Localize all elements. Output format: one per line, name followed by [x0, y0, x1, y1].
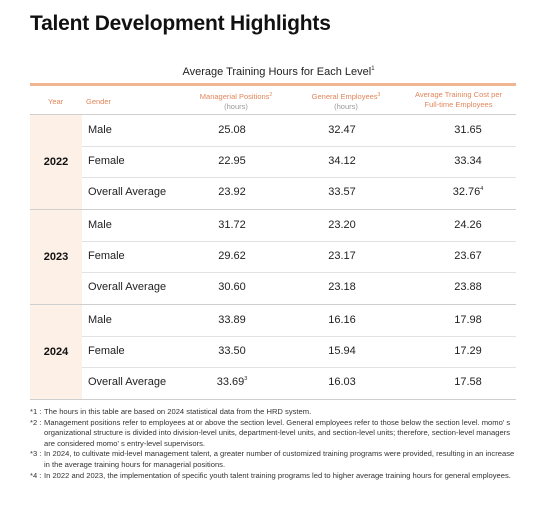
year-group-2022: 2022 Male 25.08 32.47 31.65 Female 22.95… — [30, 115, 516, 210]
footnote-text: Management positions refer to employees … — [44, 417, 511, 448]
general-cell: 32.47 — [328, 124, 356, 136]
cost-cell: 32.764 — [452, 186, 484, 198]
table-row: Male 31.72 23.20 24.26 — [82, 210, 516, 242]
footnotes: *1 : The hours in this table are based on… — [30, 407, 522, 481]
table-row: Overall Average 33.693 16.03 17.58 — [82, 367, 516, 398]
gender-cell: Overall Average — [88, 186, 167, 198]
managerial-cell: 33.50 — [218, 345, 246, 357]
managerial-cell: 33.693 — [216, 376, 248, 388]
managerial-cell: 31.72 — [218, 219, 246, 231]
year-cell: 2024 — [30, 305, 82, 399]
header-general: General Employees3 (hours) — [296, 90, 396, 112]
managerial-cell: 30.60 — [218, 281, 246, 293]
header-managerial-unit: (hours) — [224, 102, 248, 111]
footnote: *1 : The hours in this table are based on… — [30, 407, 522, 418]
table-row: Male 33.89 16.16 17.98 — [82, 305, 516, 337]
gender-cell: Male — [88, 314, 112, 326]
header-cost-line2: Full-time Employees — [424, 100, 493, 109]
table-header: Year Gender Managerial Positions2 (hours… — [30, 86, 516, 115]
footnote-text: In 2024, to cultivate mid-level manageme… — [44, 449, 515, 469]
footnote-text: The hours in this table are based on 202… — [44, 407, 312, 416]
table-row: Male 25.08 32.47 31.65 — [82, 115, 516, 147]
gender-cell: Female — [88, 345, 125, 357]
gender-cell: Female — [88, 250, 125, 262]
gender-cell: Female — [88, 155, 125, 167]
header-year: Year — [48, 97, 64, 106]
general-cell: 23.18 — [328, 281, 356, 293]
managerial-cell: 29.62 — [218, 250, 246, 262]
gender-cell: Overall Average — [88, 281, 167, 293]
page-title: Talent Development Highlights — [30, 12, 331, 35]
year-cell: 2023 — [30, 210, 82, 304]
general-cell: 16.16 — [328, 314, 356, 326]
managerial-cell: 25.08 — [218, 124, 246, 136]
header-managerial: Managerial Positions2 (hours) — [186, 90, 286, 112]
footnote-text: In 2022 and 2023, the implementation of … — [44, 470, 511, 480]
managerial-cell: 22.95 — [218, 155, 246, 167]
header-managerial-label: Managerial Positions — [199, 92, 270, 101]
header-general-footnote: 3 — [377, 92, 381, 98]
year-group-2023: 2023 Male 31.72 23.20 24.26 Female 29.62… — [30, 210, 516, 305]
footnote-marker: *3 : — [30, 449, 42, 459]
table-row: Female 29.62 23.17 23.67 — [82, 241, 516, 273]
general-cell: 33.57 — [328, 186, 356, 198]
table-row: Female 22.95 34.12 33.34 — [82, 146, 516, 178]
footnote-marker: *1 : — [30, 407, 42, 416]
gender-cell: Male — [88, 219, 112, 231]
general-cell: 16.03 — [328, 376, 356, 388]
header-general-label: General Employees — [311, 92, 378, 101]
managerial-cell: 33.89 — [218, 314, 246, 326]
header-general-unit: (hours) — [334, 102, 358, 111]
table-row: Female 33.50 15.94 17.29 — [82, 336, 516, 368]
general-cell: 23.17 — [328, 250, 356, 262]
header-managerial-footnote: 2 — [269, 92, 273, 98]
year-group-2024: 2024 Male 33.89 16.16 17.98 Female 33.50… — [30, 305, 516, 400]
table-header-rule — [30, 83, 516, 86]
gender-cell: Male — [88, 124, 112, 136]
header-cost-line1: Average Training Cost per — [415, 90, 502, 99]
managerial-cell: 23.92 — [218, 186, 246, 198]
table-title-text: Average Training Hours for Each Level — [182, 66, 372, 78]
footnote: *3 : In 2024, to cultivate mid-level mana… — [30, 449, 522, 470]
cost-cell: 31.65 — [454, 124, 482, 136]
cost-cell: 17.29 — [454, 345, 482, 357]
cost-cell: 17.98 — [454, 314, 482, 326]
gender-cell: Overall Average — [88, 376, 167, 388]
cost-cell: 24.26 — [454, 219, 482, 231]
footnote-marker: *2 : — [30, 417, 42, 427]
general-cell: 15.94 — [328, 345, 356, 357]
general-cell: 23.20 — [328, 219, 356, 231]
table-row: Overall Average 23.92 33.57 32.764 — [82, 177, 516, 208]
cost-cell: 23.88 — [454, 281, 482, 293]
cost-cell: 33.34 — [454, 155, 482, 167]
cost-cell: 17.58 — [454, 376, 482, 388]
footnote: *4 : In 2022 and 2023, the implementation… — [30, 471, 522, 482]
footnote-marker: *4 : — [30, 470, 42, 480]
table-title-footnote: 1 — [371, 66, 375, 72]
cost-cell: 23.67 — [454, 250, 482, 262]
table-row: Overall Average 30.60 23.18 23.88 — [82, 272, 516, 303]
header-gender: Gender — [86, 97, 112, 106]
footnote: *2 : Management positions refer to employ… — [30, 418, 522, 450]
training-hours-table: Year Gender Managerial Positions2 (hours… — [30, 83, 516, 400]
year-cell: 2022 — [30, 115, 82, 209]
header-cost: Average Training Cost per Full-time Empl… — [401, 90, 516, 110]
general-cell: 34.12 — [328, 155, 356, 167]
table-title: Average Training Hours for Each Level1 — [0, 66, 557, 78]
